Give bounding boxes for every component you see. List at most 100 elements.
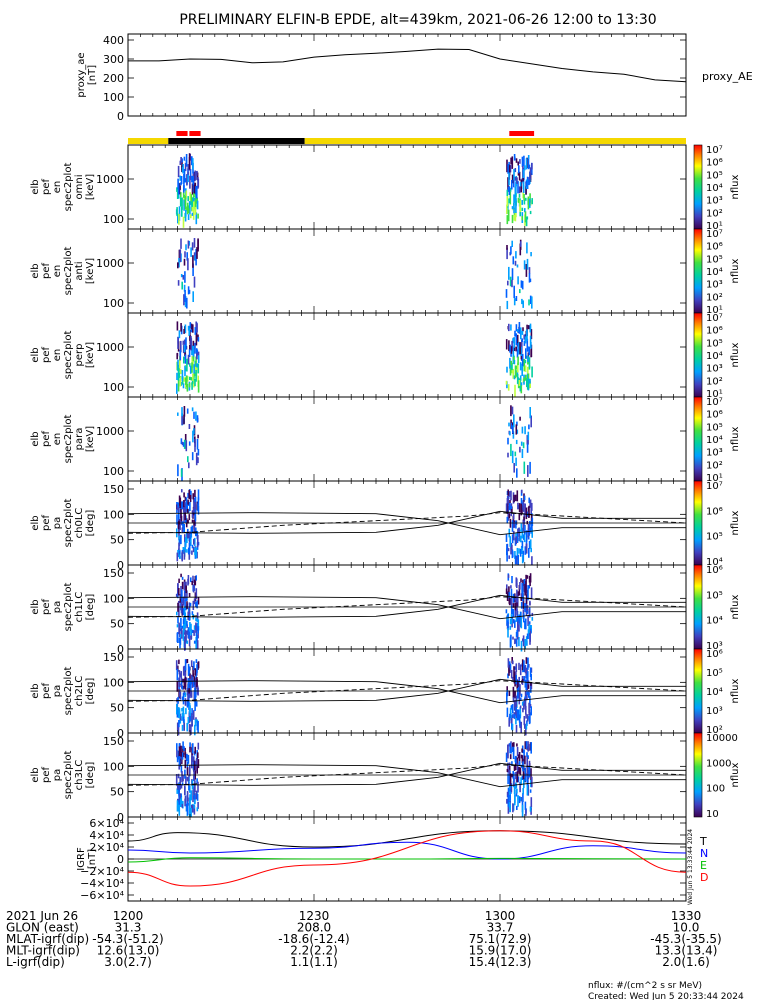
colorbar-tick-label: 10⁴ (706, 183, 723, 194)
spectrogram-pixel (176, 743, 178, 751)
colorbar-tick-label: 10⁶ (706, 158, 723, 169)
spectrogram-pixel (510, 713, 512, 719)
spectrogram-pixel (529, 667, 532, 677)
spectrogram-pixel (529, 461, 531, 474)
spectrogram-pixel (185, 497, 188, 509)
spectrogram-pixel (524, 741, 527, 750)
spectrogram-pixel (192, 345, 195, 359)
spectrogram-pixel (525, 618, 527, 630)
spectrogram-pixel (186, 202, 189, 215)
spectrogram-pixel (521, 554, 524, 564)
spectrogram-pixel (186, 508, 189, 513)
spectrogram-pixel (194, 552, 197, 559)
spectrogram-pixel (522, 707, 524, 713)
colorbar-tick-label: 10⁴ (706, 435, 723, 446)
spectrogram-pixel (176, 632, 179, 642)
spectrogram-pixel (525, 530, 528, 542)
spectrogram-pixel (526, 752, 528, 757)
spectrogram-pixel (517, 554, 519, 565)
y-tick-label: 0 (117, 110, 124, 123)
colorbar-tick-label: 10² (706, 725, 723, 736)
spectrogram-pixel (508, 165, 511, 175)
spectrogram-pixel (184, 671, 186, 679)
spectrogram-pixel (179, 634, 182, 638)
spectrogram-pixel (192, 210, 195, 220)
spectrogram-pixel (512, 609, 515, 618)
footer-value: 13.3(13.4) (655, 944, 718, 958)
y-axis-label: elb (30, 431, 41, 446)
panel-frame (127, 396, 687, 482)
spectrogram-pixel (516, 264, 519, 268)
spectrogram-pixel (190, 790, 192, 801)
spectrogram-pixel (526, 258, 529, 270)
spectrogram-pixel (190, 214, 192, 219)
spectrogram-pixel (515, 771, 517, 780)
spectrogram-pixel (519, 767, 522, 776)
y-axis-label: elb (30, 599, 41, 614)
spectrogram-pixel (195, 547, 198, 559)
spectrogram-pixel (195, 333, 198, 346)
spectrogram-pixel (178, 743, 181, 748)
spectrogram-pixel (506, 196, 509, 207)
spectrogram-pixel (186, 549, 188, 553)
spectrogram-pixel (528, 346, 530, 355)
spectrogram-pixel (177, 665, 179, 672)
spectrogram-pixel (180, 798, 182, 807)
spectrogram-pixel (527, 629, 530, 639)
spectrogram-pixel (523, 377, 525, 382)
spectrogram-pixel (187, 171, 189, 175)
colorbar-tick-label: 10³ (706, 364, 723, 375)
spectrogram-pixel (528, 164, 531, 169)
spectrogram-pixel (522, 788, 524, 795)
spectrogram-pixel (189, 175, 191, 189)
spectrogram-pixel (181, 416, 183, 425)
spectrogram-pixel (511, 704, 514, 714)
spectrogram-pixel (191, 452, 194, 461)
spectrogram-pixel (520, 578, 522, 583)
spectrogram-pixel (184, 502, 186, 507)
spectrogram-pixel (197, 489, 200, 501)
spectrogram-pixel (193, 787, 195, 797)
spectrogram-pixel (183, 492, 185, 498)
spectrogram-pixel (515, 710, 518, 719)
spectrogram-pixel (509, 499, 511, 503)
spectrogram-pixel (512, 593, 515, 603)
spectrogram-pixel (183, 344, 186, 353)
spectrogram-pixel (176, 372, 178, 380)
spectrogram-pixel (183, 549, 186, 560)
spectrogram-pixel (188, 153, 191, 166)
y-tick-label: 100 (103, 213, 124, 226)
spectrogram-pixel (518, 662, 520, 670)
spectrogram-pixel (525, 705, 527, 715)
spectrogram-pixel (523, 531, 526, 543)
colorbar-tick-label: 10⁶ (706, 649, 723, 660)
y-tick-label: 2×10⁴ (89, 841, 124, 854)
spectrogram-pixel (180, 515, 183, 522)
spectrogram-pixel (194, 547, 196, 556)
spectrogram-pixel (176, 681, 179, 692)
spectrogram-pixel (183, 377, 186, 382)
spectrogram-pixel (190, 674, 193, 682)
spectrogram-pixel (194, 668, 196, 676)
spectrogram-pixel (507, 628, 509, 638)
y-axis-label: ch2LC (74, 676, 85, 707)
spectrogram-pixel (520, 777, 522, 786)
y-tick-label: −4×10⁴ (80, 877, 124, 890)
spectrogram-pixel (508, 266, 510, 280)
colorbar (693, 480, 703, 566)
spectrogram-pixel (177, 503, 180, 513)
spectrogram-pixel (183, 500, 185, 508)
spectrogram-pixel (178, 249, 181, 261)
spectrogram-pixel (507, 787, 510, 798)
spectrogram-pixel (193, 373, 195, 381)
spectrogram-pixel (513, 714, 516, 719)
spectrogram-pixel (191, 708, 193, 716)
colorbar-tick-label: 10⁵ (706, 422, 723, 433)
colorbar-label: nflux (730, 426, 741, 451)
colorbar-tick-label: 10⁴ (706, 687, 723, 698)
spectrogram-pixel (189, 322, 192, 329)
spectrogram-pixel (522, 761, 524, 772)
spectrogram-pixel (528, 624, 530, 633)
spectrogram-pixel (512, 603, 515, 608)
